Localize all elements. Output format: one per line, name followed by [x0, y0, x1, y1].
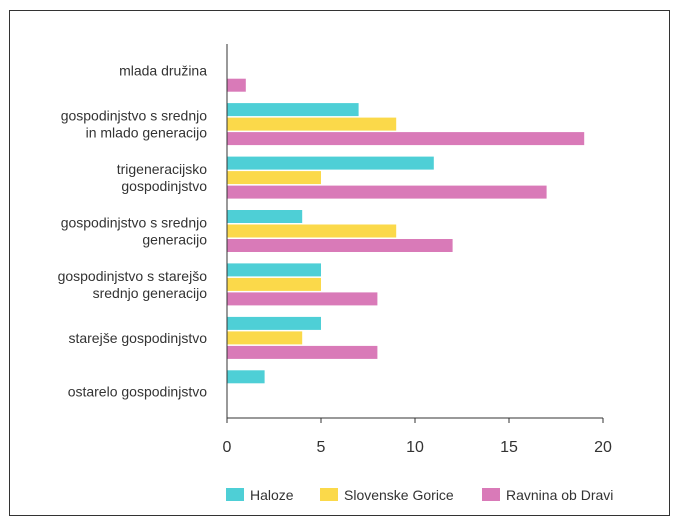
bar-haloze-3 — [227, 210, 303, 223]
category-label: mlada družina — [119, 63, 207, 79]
x-tick-label: 0 — [223, 439, 232, 456]
bar-ravnina-ob-dravi-2 — [227, 185, 547, 199]
category-label: gospodinjstvo — [121, 178, 207, 194]
legend-label: Slovenske Gorice — [344, 487, 454, 503]
bar-haloze-2 — [227, 156, 434, 170]
x-tick-label: 10 — [406, 439, 424, 456]
category-label: starejše gospodinjstvo — [68, 330, 207, 346]
bar-haloze-5 — [227, 316, 321, 330]
chart-frame — [9, 10, 670, 516]
category-label: gospodinjstvo s srednjo — [61, 215, 208, 231]
bar-slovenske-gorice-2 — [227, 171, 321, 185]
legend-swatch — [226, 488, 244, 501]
bar-slovenske-gorice-5 — [227, 331, 303, 345]
category-label: in mlado generacijo — [86, 125, 208, 141]
x-tick-label: 20 — [594, 439, 612, 456]
bar-ravnina-ob-dravi-0 — [227, 78, 246, 92]
legend-label: Haloze — [250, 487, 294, 503]
bar-slovenske-gorice-3 — [227, 224, 397, 238]
bar-haloze-4 — [227, 263, 321, 277]
legend-swatch — [482, 488, 500, 501]
category-label: trigeneracijsko — [117, 161, 207, 177]
category-label: ostarelo gospodinjstvo — [68, 383, 208, 399]
bar-ravnina-ob-dravi-1 — [227, 132, 585, 146]
bar-ravnina-ob-dravi-3 — [227, 239, 453, 252]
legend-swatch — [320, 488, 338, 501]
category-label: generacijo — [142, 232, 207, 248]
x-tick-label: 15 — [500, 439, 518, 456]
bar-ravnina-ob-dravi-5 — [227, 345, 378, 359]
bar-ravnina-ob-dravi-4 — [227, 292, 378, 306]
bar-haloze-6 — [227, 370, 265, 384]
category-label: gospodinjstvo s starejšo — [58, 268, 208, 284]
category-label: srednjo generacijo — [93, 285, 208, 301]
category-label: gospodinjstvo s srednjo — [61, 108, 208, 124]
legend-label: Ravnina ob Dravi — [506, 487, 613, 503]
bar-slovenske-gorice-4 — [227, 277, 321, 291]
bar-haloze-1 — [227, 103, 359, 117]
x-tick-label: 5 — [317, 439, 326, 456]
bar-slovenske-gorice-1 — [227, 117, 397, 131]
